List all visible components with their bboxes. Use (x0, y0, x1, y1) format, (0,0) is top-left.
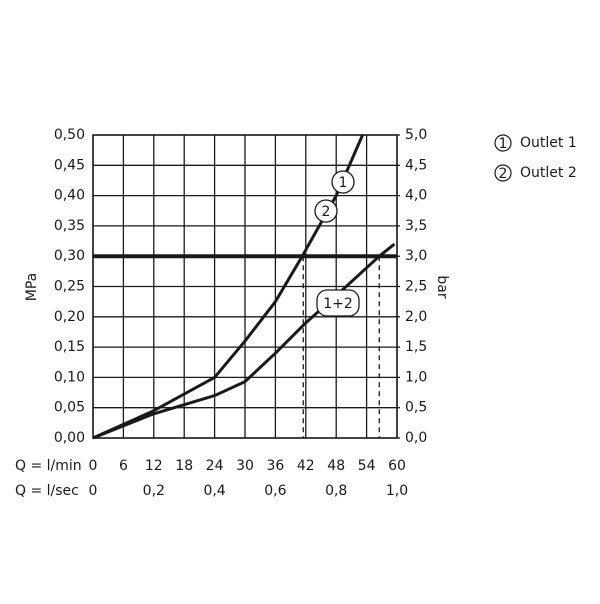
x2-tick-label: 0 (89, 483, 98, 499)
y2-tick-label: 4,5 (405, 157, 427, 173)
y-tick-label: 0,40 (54, 188, 85, 204)
y2-axis-label: bar (434, 275, 450, 298)
y-tick-label: 0,50 (54, 127, 85, 143)
y-tick-label: 0,00 (54, 430, 85, 446)
plot-frame (92, 134, 398, 439)
x-tick-label: 24 (206, 458, 224, 474)
x-axis-label: Q = l/min (15, 458, 82, 474)
y-tick-label: 0,10 (54, 369, 85, 385)
y2-tick-label: 2,5 (405, 279, 427, 295)
y2-tick-label: 3,5 (405, 218, 427, 234)
curve-label: 1 (339, 175, 348, 191)
y2-tick-label: 5,0 (405, 127, 427, 143)
x-tick-label: 54 (358, 458, 376, 474)
x2-tick-label: 1,0 (386, 483, 408, 499)
curve (92, 242, 396, 440)
x-tick-label: 6 (119, 458, 128, 474)
legend-label: Outlet 1 (520, 135, 577, 151)
y2-tick-label: 0,5 (405, 400, 427, 416)
y2-tick-label: 1,0 (405, 369, 427, 385)
y2-tick-label: 3,0 (405, 248, 427, 264)
x2-tick-label: 0,2 (143, 483, 165, 499)
x-tick-label: 12 (145, 458, 163, 474)
y-tick-label: 0,25 (54, 279, 85, 295)
legend-badge (494, 164, 512, 182)
y-tick-label: 0,30 (54, 248, 85, 264)
x2-tick-label: 0,8 (325, 483, 347, 499)
legend-symbol: 2 (499, 166, 508, 182)
y-tick-label: 0,05 (54, 400, 85, 416)
x-tick-label: 42 (297, 458, 315, 474)
x-tick-label: 18 (175, 458, 193, 474)
y-tick-label: 0,35 (54, 218, 85, 234)
x2-axis-label: Q = l/sec (15, 483, 79, 499)
curve-label-badge (314, 199, 338, 223)
y2-tick-label: 0,0 (405, 430, 427, 446)
legend-badge (494, 134, 512, 152)
x-tick-label: 60 (388, 458, 406, 474)
x-tick-label: 36 (266, 458, 284, 474)
y2-tick-label: 4,0 (405, 188, 427, 204)
x-tick-label: 0 (89, 458, 98, 474)
y-tick-label: 0,15 (54, 339, 85, 355)
x2-tick-label: 0,6 (264, 483, 286, 499)
x-tick-label: 48 (327, 458, 345, 474)
y-axis-label: MPa (24, 273, 40, 301)
y2-tick-label: 1,5 (405, 339, 427, 355)
legend-label: Outlet 2 (520, 165, 577, 181)
y-tick-label: 0,20 (54, 309, 85, 325)
curve-label: 2 (322, 204, 331, 220)
legend-symbol: 1 (499, 136, 508, 152)
curve-label-badge (331, 170, 355, 194)
y2-tick-label: 2,0 (405, 309, 427, 325)
curve-label-badge (316, 289, 360, 317)
x-tick-label: 30 (236, 458, 254, 474)
curve-label: 1+2 (323, 296, 353, 312)
x2-tick-label: 0,4 (203, 483, 225, 499)
y-tick-label: 0,45 (54, 157, 85, 173)
